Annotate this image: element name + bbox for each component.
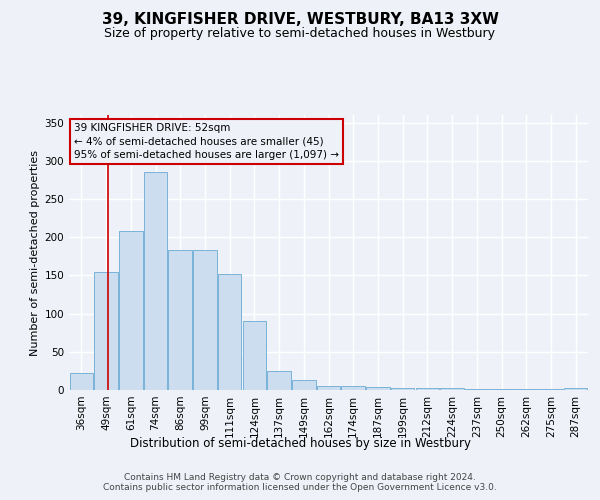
Bar <box>119 231 143 390</box>
Bar <box>539 389 563 390</box>
Bar <box>416 388 439 390</box>
Bar <box>341 386 365 390</box>
Bar <box>193 250 217 390</box>
Text: 39 KINGFISHER DRIVE: 52sqm
← 4% of semi-detached houses are smaller (45)
95% of : 39 KINGFISHER DRIVE: 52sqm ← 4% of semi-… <box>74 123 339 160</box>
Bar <box>242 322 266 390</box>
Bar <box>440 388 464 390</box>
Bar <box>391 388 415 390</box>
Text: Contains public sector information licensed under the Open Government Licence v3: Contains public sector information licen… <box>103 484 497 492</box>
Text: Contains HM Land Registry data © Crown copyright and database right 2024.: Contains HM Land Registry data © Crown c… <box>124 472 476 482</box>
Text: 39, KINGFISHER DRIVE, WESTBURY, BA13 3XW: 39, KINGFISHER DRIVE, WESTBURY, BA13 3XW <box>101 12 499 28</box>
Text: Distribution of semi-detached houses by size in Westbury: Distribution of semi-detached houses by … <box>130 438 470 450</box>
Text: Size of property relative to semi-detached houses in Westbury: Size of property relative to semi-detach… <box>104 28 496 40</box>
Bar <box>514 389 538 390</box>
Y-axis label: Number of semi-detached properties: Number of semi-detached properties <box>30 150 40 356</box>
Bar <box>70 373 93 390</box>
Bar <box>292 380 316 390</box>
Bar <box>564 388 587 390</box>
Bar <box>144 172 167 390</box>
Bar <box>465 389 488 390</box>
Bar <box>169 250 192 390</box>
Bar <box>490 389 513 390</box>
Bar <box>366 387 389 390</box>
Bar <box>317 386 340 390</box>
Bar <box>218 274 241 390</box>
Bar <box>94 272 118 390</box>
Bar <box>268 371 291 390</box>
